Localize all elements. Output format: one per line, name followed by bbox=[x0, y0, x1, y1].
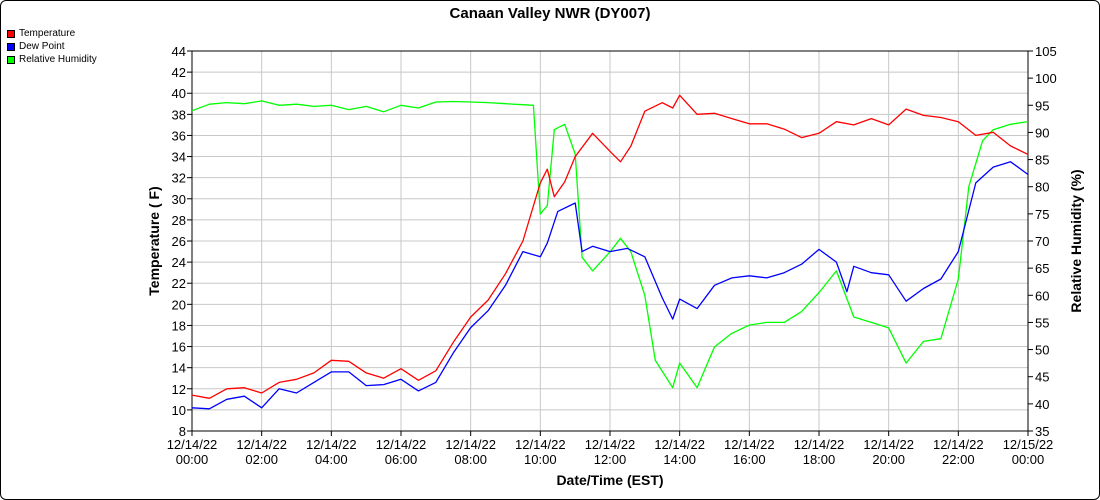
legend-swatch-relative-humidity bbox=[7, 55, 15, 64]
x-tick-label-time: 12:00 bbox=[594, 452, 627, 467]
chart-title: Canaan Valley NWR (DY007) bbox=[449, 5, 651, 22]
legend-item-relative-humidity: Relative Humidity bbox=[7, 53, 97, 66]
x-tick-label-date: 12/14/22 bbox=[585, 437, 636, 452]
y-tick-label: 34 bbox=[172, 150, 186, 165]
x-tick-label-date: 12/14/22 bbox=[794, 437, 845, 452]
x-tick-label-time: 16:00 bbox=[733, 452, 766, 467]
y2-tick-label: 80 bbox=[1035, 180, 1049, 195]
x-tick-label-date: 12/14/22 bbox=[933, 437, 984, 452]
legend-swatch-dew-point bbox=[7, 42, 15, 51]
legend-swatch-temperature bbox=[7, 29, 15, 38]
x-tick-label-date: 12/14/22 bbox=[445, 437, 496, 452]
legend-item-dew-point: Dew Point bbox=[7, 40, 97, 53]
legend-label-relative-humidity: Relative Humidity bbox=[19, 54, 97, 65]
legend: Temperature Dew Point Relative Humidity bbox=[7, 27, 97, 66]
y-tick-label: 20 bbox=[172, 297, 186, 312]
y2-tick-label: 35 bbox=[1035, 424, 1049, 439]
x-tick-label-date: 12/14/22 bbox=[515, 437, 566, 452]
x-tick-label-time: 00:00 bbox=[1012, 452, 1045, 467]
x-tick-label-date: 12/14/22 bbox=[376, 437, 427, 452]
legend-label-dew-point: Dew Point bbox=[19, 41, 65, 52]
x-tick-label-time: 14:00 bbox=[663, 452, 696, 467]
y2-tick-label: 40 bbox=[1035, 397, 1049, 412]
x-tick-label-time: 18:00 bbox=[803, 452, 836, 467]
x-tick-label-time: 00:00 bbox=[176, 452, 209, 467]
series-line-dew-point bbox=[191, 161, 1029, 410]
x-tick-label-date: 12/14/22 bbox=[306, 437, 357, 452]
y-tick-label: 8 bbox=[179, 424, 186, 439]
y-tick-label: 40 bbox=[172, 86, 186, 101]
y2-tick-label: 105 bbox=[1035, 44, 1057, 59]
x-tick-label-time: 04:00 bbox=[315, 452, 348, 467]
y-tick-label: 36 bbox=[172, 128, 186, 143]
y-tick-label: 44 bbox=[172, 44, 186, 59]
series-line-temperature bbox=[191, 94, 1029, 399]
y-axis-title: Temperature ( F) bbox=[146, 186, 162, 295]
x-tick-label-date: 12/15/22 bbox=[1003, 437, 1054, 452]
y-tick-label: 28 bbox=[172, 213, 186, 228]
y2-tick-label: 45 bbox=[1035, 370, 1049, 385]
y2-tick-label: 70 bbox=[1035, 234, 1049, 249]
x-tick-label-date: 12/14/22 bbox=[724, 437, 775, 452]
y2-tick-label: 65 bbox=[1035, 261, 1049, 276]
y-tick-label: 10 bbox=[172, 403, 186, 418]
y-tick-label: 32 bbox=[172, 171, 186, 186]
x-tick-label-date: 12/14/22 bbox=[236, 437, 287, 452]
y2-tick-label: 85 bbox=[1035, 153, 1049, 168]
y-tick-label: 30 bbox=[172, 192, 186, 207]
y-tick-label: 16 bbox=[172, 340, 186, 355]
y-tick-label: 26 bbox=[172, 234, 186, 249]
y2-tick-label: 75 bbox=[1035, 207, 1049, 222]
y-tick-label: 42 bbox=[172, 65, 186, 80]
y2-tick-label: 100 bbox=[1035, 71, 1057, 86]
x-tick-label-date: 12/14/22 bbox=[863, 437, 914, 452]
y-tick-label: 22 bbox=[172, 276, 186, 291]
y-tick-label: 24 bbox=[172, 255, 186, 270]
y-tick-label: 18 bbox=[172, 318, 186, 333]
legend-item-temperature: Temperature bbox=[7, 27, 97, 40]
x-tick-label-time: 10:00 bbox=[524, 452, 557, 467]
x-tick-label-time: 02:00 bbox=[245, 452, 278, 467]
x-tick-label-time: 20:00 bbox=[872, 452, 905, 467]
x-tick-label-date: 12/14/22 bbox=[654, 437, 705, 452]
series-line-relative-humidity bbox=[191, 100, 1029, 389]
y2-tick-label: 50 bbox=[1035, 343, 1049, 358]
y-tick-label: 38 bbox=[172, 107, 186, 122]
y-tick-label: 12 bbox=[172, 382, 186, 397]
legend-label-temperature: Temperature bbox=[19, 28, 76, 39]
y-tick-label: 14 bbox=[172, 361, 186, 376]
y2-tick-label: 90 bbox=[1035, 125, 1049, 140]
y2-tick-label: 95 bbox=[1035, 98, 1049, 113]
x-axis-title: Date/Time (EST) bbox=[556, 472, 663, 488]
x-tick-label-time: 06:00 bbox=[385, 452, 418, 467]
x-tick-label-time: 08:00 bbox=[454, 452, 487, 467]
x-tick-label-date: 12/14/22 bbox=[167, 437, 218, 452]
y2-axis-title: Relative Humidity (%) bbox=[1068, 169, 1084, 312]
y2-tick-label: 55 bbox=[1035, 315, 1049, 330]
x-tick-label-time: 22:00 bbox=[942, 452, 975, 467]
y2-tick-label: 60 bbox=[1035, 288, 1049, 303]
